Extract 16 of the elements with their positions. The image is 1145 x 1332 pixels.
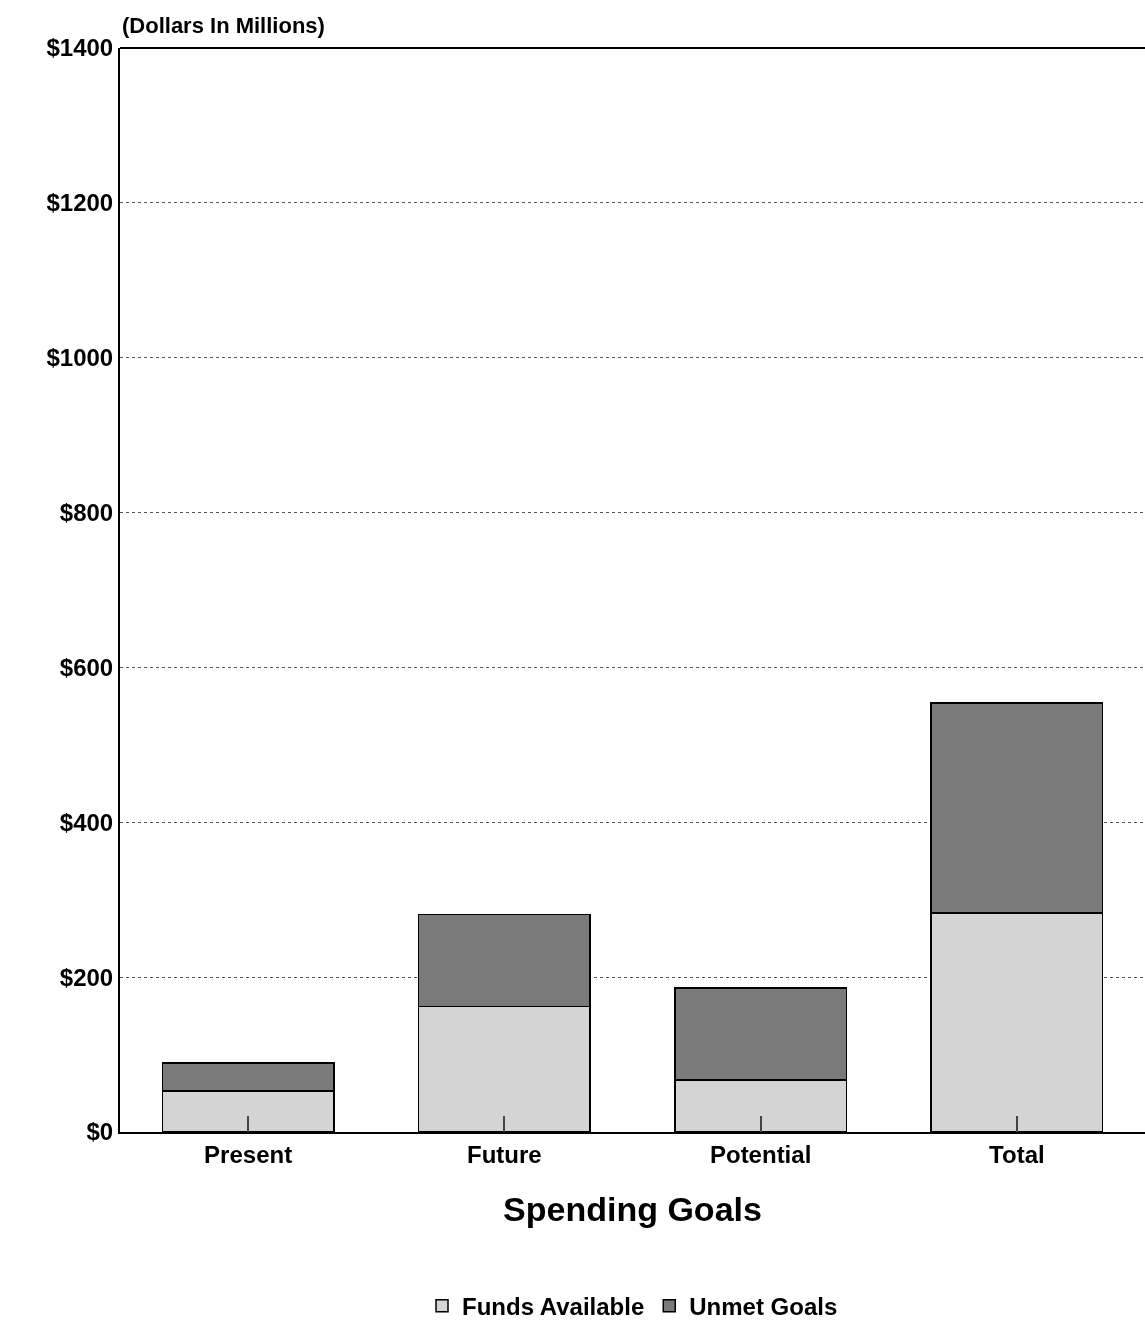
y-tick-label: $400 (59, 808, 114, 836)
x-tick-label: Present (204, 1140, 293, 1168)
y-axis-title: (Dollars In Millions) (122, 13, 325, 38)
y-tick-label: $800 (59, 498, 114, 526)
y-tick-label: $0 (86, 1118, 114, 1146)
y-tick-label: $1000 (46, 344, 114, 372)
x-tick-label: Total (989, 1140, 1045, 1168)
y-tick-label: $200 (59, 963, 114, 991)
legend-label: Unmet Goals (689, 1293, 838, 1321)
y-tick-label: $1400 (46, 34, 114, 62)
legend-label: Funds Available (462, 1293, 645, 1321)
y-tick-label: $1200 (46, 189, 114, 217)
x-tick-label: Future (467, 1140, 542, 1168)
y-tick-label: $600 (59, 653, 114, 681)
x-axis-title: Spending Goals (503, 1189, 762, 1228)
x-tick-label: Potential (709, 1140, 812, 1168)
